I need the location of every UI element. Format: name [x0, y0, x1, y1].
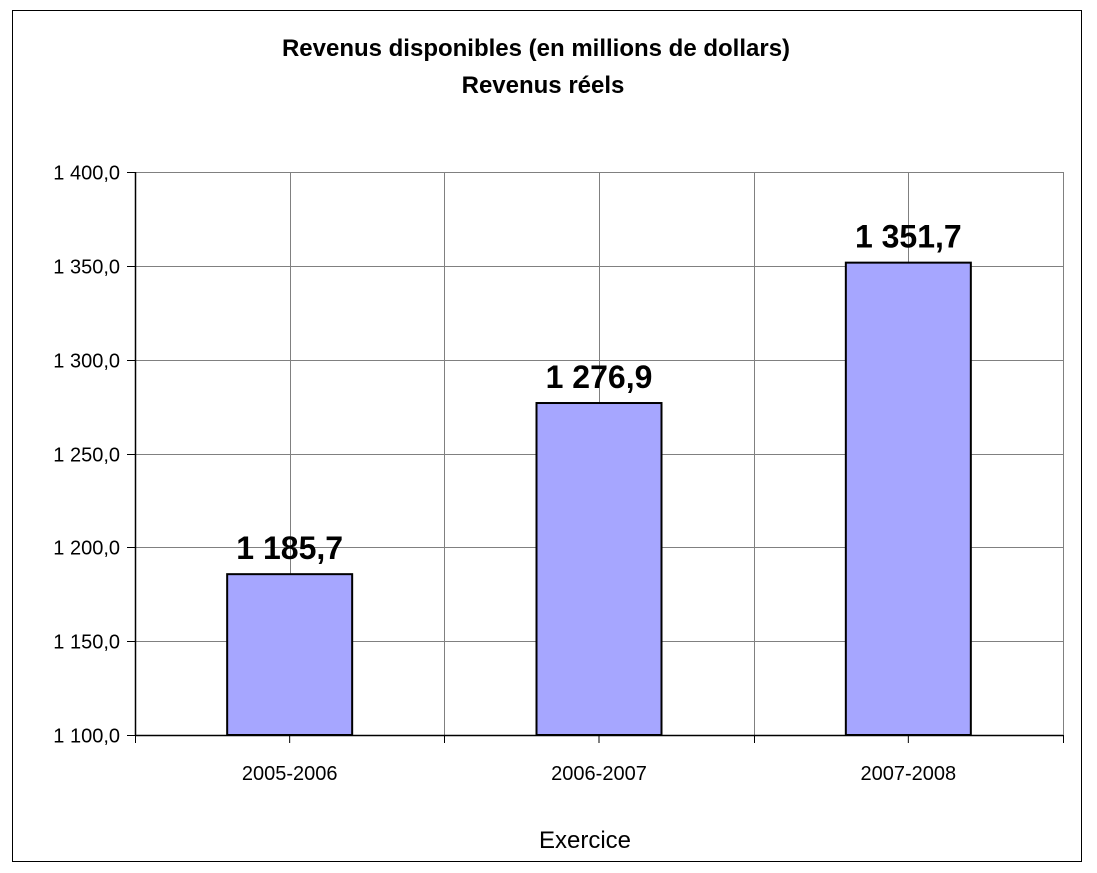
bar-2005-2006	[226, 573, 354, 737]
bar-2006-2007	[535, 402, 663, 736]
bar-2007-2008	[844, 261, 972, 736]
y-tick-label: 1 100,0	[53, 726, 120, 748]
y-tick-label: 1 250,0	[53, 445, 120, 467]
data-label: 1 351,7	[855, 219, 962, 255]
x-tick-label: 2006-2007	[551, 763, 647, 785]
x-axis-label: Exercice	[539, 827, 631, 854]
chart-title: Revenus disponibles (en millions de doll…	[282, 35, 790, 62]
y-tick-label: 1 200,0	[53, 538, 120, 560]
x-tick-label: 2005-2006	[242, 763, 338, 785]
data-label: 1 185,7	[236, 530, 343, 566]
data-label: 1 276,9	[546, 359, 653, 395]
y-tick-label: 1 350,0	[53, 257, 120, 279]
chart-subtitle: Revenus réels	[462, 72, 625, 99]
x-tick-label: 2007-2008	[861, 763, 957, 785]
y-tick-label: 1 300,0	[53, 351, 120, 373]
y-tick-label: 1 150,0	[53, 632, 120, 654]
y-tick-label: 1 400,0	[53, 163, 120, 185]
